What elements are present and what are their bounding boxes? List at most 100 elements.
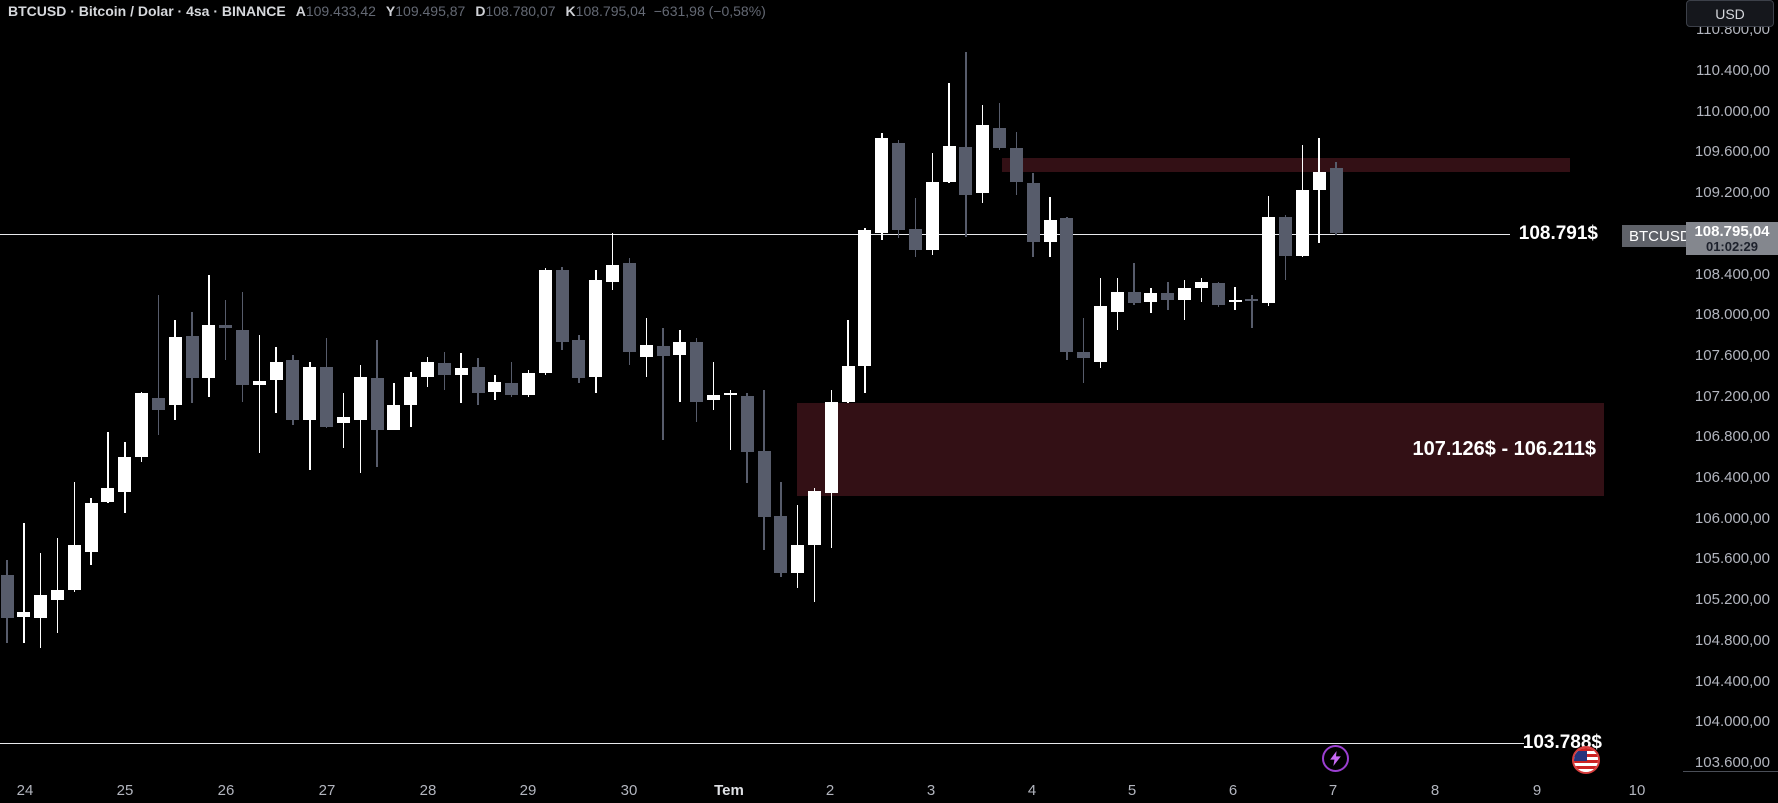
- price-axis-label[interactable]: 109.600,00: [1694, 143, 1770, 161]
- symbol-title[interactable]: BTCUSD · Bitcoin / Dolar · 4sa · BINANCE: [8, 3, 286, 19]
- candle-up: [976, 124, 990, 194]
- time-axis-label[interactable]: 25: [116, 782, 134, 799]
- symbol-badge-text: BTCUSD: [1629, 227, 1691, 245]
- candle-down: [1077, 351, 1091, 358]
- time-axis-label[interactable]: 9: [1532, 782, 1542, 799]
- time-axis-label[interactable]: 5: [1127, 782, 1137, 799]
- candle-up: [875, 138, 889, 233]
- candle-wick-down: [1133, 262, 1135, 306]
- time-axis-label[interactable]: 6: [1228, 782, 1238, 799]
- candle-up: [336, 417, 350, 424]
- low-value: 108.780,07: [485, 3, 556, 19]
- candle-down: [1279, 217, 1293, 257]
- candle-down: [690, 342, 704, 403]
- candle-down: [286, 360, 300, 421]
- time-axis-label[interactable]: 2: [825, 782, 835, 799]
- candle-down: [185, 336, 199, 378]
- time-axis-label[interactable]: 7: [1328, 782, 1338, 799]
- candle-wick-up: [258, 335, 261, 454]
- high-value: 109.495,87: [395, 3, 466, 19]
- time-axis-label[interactable]: 8: [1430, 782, 1440, 799]
- candle-up: [1312, 172, 1326, 191]
- candle-up: [67, 545, 81, 590]
- price-axis-label[interactable]: 109.200,00: [1694, 184, 1770, 202]
- price-axis-label[interactable]: 104.000,00: [1694, 713, 1770, 731]
- candle-up: [707, 395, 721, 401]
- price-axis-label[interactable]: 106.800,00: [1694, 428, 1770, 446]
- candle-up: [387, 404, 401, 431]
- candle-wick-up: [107, 432, 109, 503]
- candle-down: [1060, 218, 1074, 352]
- price-axis-label[interactable]: 105.200,00: [1694, 591, 1770, 609]
- candle-down: [1161, 292, 1175, 300]
- candle-up: [488, 381, 502, 393]
- candle-wick-up: [1200, 278, 1203, 303]
- candle-down: [505, 382, 519, 396]
- candle-up: [17, 611, 31, 617]
- price-axis-label[interactable]: 107.200,00: [1694, 387, 1770, 405]
- time-axis-label[interactable]: 26: [217, 782, 235, 799]
- boost-lightning-icon[interactable]: [1322, 745, 1349, 772]
- price-axis-label[interactable]: 110.400,00: [1696, 62, 1770, 79]
- close-value: 108.795,04: [575, 3, 646, 19]
- zone-range-label: 107.126$ - 106.211$: [1412, 438, 1596, 461]
- candle-up: [1262, 217, 1276, 304]
- time-axis-label[interactable]: Tem: [714, 782, 744, 799]
- close-label: K: [565, 3, 576, 19]
- price-axis-label[interactable]: 103.600,00: [1694, 754, 1770, 771]
- price-zone-drawing[interactable]: [1002, 158, 1570, 172]
- candle-up: [303, 367, 317, 421]
- time-axis-label[interactable]: 10: [1628, 782, 1646, 799]
- time-axis-label[interactable]: 27: [318, 782, 336, 799]
- candle-wick-up: [948, 83, 950, 183]
- last-price-value: 108.795,04: [1694, 222, 1770, 240]
- last-price-badge[interactable]: 108.795,04 01:02:29: [1686, 222, 1778, 255]
- horizontal-line-drawing[interactable]: [0, 233, 1510, 235]
- candle-wick-up: [1183, 280, 1186, 320]
- currency-toggle-button[interactable]: USD: [1686, 0, 1774, 27]
- price-zone-drawing[interactable]: 107.126$ - 106.211$: [797, 403, 1604, 497]
- candle-up: [118, 457, 132, 492]
- symbol-header[interactable]: BTCUSD · Bitcoin / Dolar · 4sa · BINANCE…: [8, 3, 766, 19]
- hline-price-label[interactable]: 108.791$: [1518, 222, 1598, 244]
- currency-toggle-label: USD: [1715, 5, 1745, 22]
- symbol-price-badge[interactable]: BTCUSD: [1622, 225, 1698, 247]
- price-axis-label[interactable]: 104.400,00: [1694, 672, 1770, 690]
- candle-down: [1026, 182, 1040, 242]
- time-axis-label[interactable]: 3: [926, 782, 936, 799]
- price-axis-label[interactable]: 108.400,00: [1694, 265, 1770, 283]
- time-axis-label[interactable]: 29: [519, 782, 537, 799]
- candle-up: [1144, 292, 1158, 303]
- price-axis-label[interactable]: 106.000,00: [1694, 509, 1770, 527]
- open-label: A: [295, 3, 306, 19]
- price-axis-label[interactable]: 106.400,00: [1694, 469, 1770, 487]
- us-flag-icon[interactable]: [1572, 746, 1600, 774]
- candle-up: [1295, 190, 1309, 257]
- price-axis-label[interactable]: 105.600,00: [1694, 550, 1770, 568]
- time-axis-label[interactable]: 24: [16, 782, 34, 799]
- candle-down: [437, 363, 451, 376]
- time-axis-label[interactable]: 28: [419, 782, 437, 799]
- candle-up: [925, 181, 939, 251]
- candle-up: [404, 376, 418, 405]
- candle-wick-up: [611, 232, 614, 290]
- price-axis-label[interactable]: 110.000,00: [1696, 102, 1770, 120]
- lightning-glyph: [1330, 751, 1341, 766]
- price-axis-label[interactable]: 107.600,00: [1694, 346, 1770, 364]
- candle-wick-down: [662, 327, 664, 440]
- candle-up: [673, 342, 687, 355]
- candle-up: [639, 344, 653, 357]
- time-axis-label[interactable]: 30: [620, 782, 638, 799]
- price-axis-label[interactable]: 108.000,00: [1694, 306, 1770, 324]
- candle-wick-up: [679, 330, 681, 403]
- candle-wick-down: [1251, 294, 1253, 328]
- time-axis-label[interactable]: 4: [1027, 782, 1037, 799]
- candle-down: [892, 142, 906, 231]
- price-axis-label[interactable]: 104.800,00: [1694, 631, 1770, 649]
- candle-down: [0, 574, 14, 618]
- candle-up: [606, 264, 620, 283]
- horizontal-line-drawing[interactable]: [0, 742, 1524, 744]
- candle-wick-down: [1082, 317, 1085, 383]
- candle-down: [757, 451, 771, 518]
